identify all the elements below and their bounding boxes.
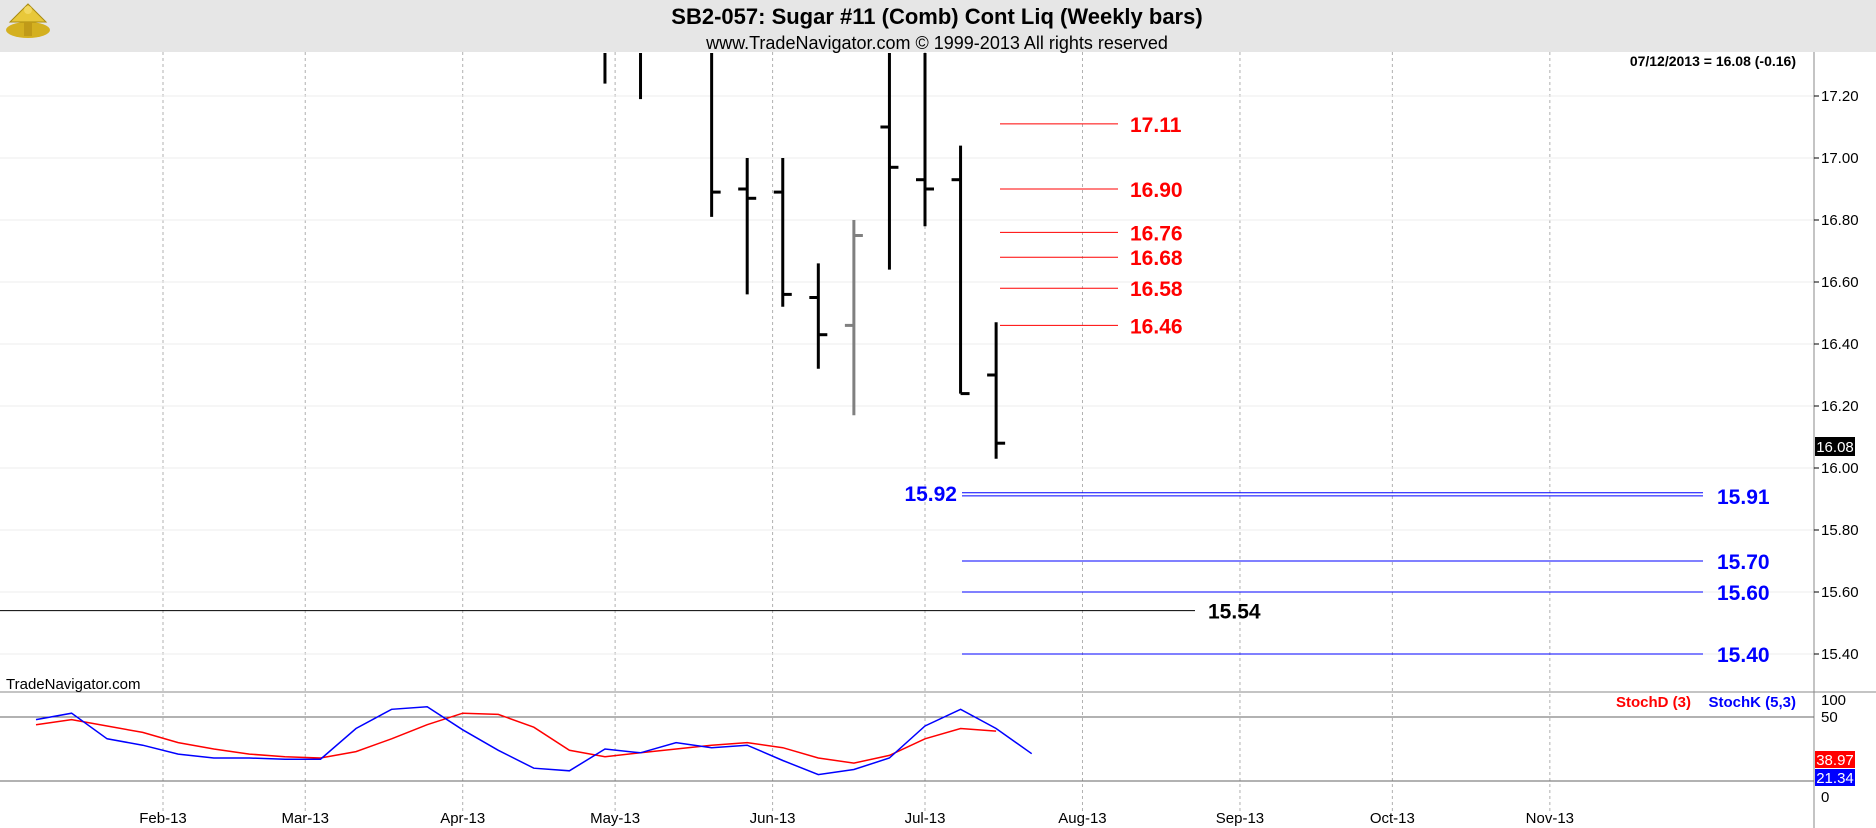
watermark: TradeNavigator.com: [6, 676, 141, 693]
resistance-level-label: 17.11: [1130, 114, 1182, 137]
stoch-y-tick-label: 0: [1821, 789, 1829, 806]
x-tick-label: Aug-13: [1058, 810, 1106, 827]
y-tick-label: 16.00: [1821, 460, 1859, 477]
y-tick-label: 17.00: [1821, 150, 1859, 167]
price-axis: 17.20 17.00 16.80 16.60 16.40 16.20 16.00 15.80…: [1814, 88, 1859, 806]
price-bar: [809, 263, 828, 369]
resistance-level-label: 16.68: [1130, 247, 1183, 270]
black-level-label: 15.54: [1208, 601, 1261, 624]
support-level-label: 15.70: [1717, 551, 1770, 574]
price-bar: [738, 158, 757, 295]
y-tick-label: 16.20: [1821, 398, 1859, 415]
legend-stoch-k: StochK (5,3): [1708, 694, 1796, 711]
price-bar: [987, 322, 1006, 459]
price-bars: [603, 53, 1006, 459]
y-tick-label: 16.60: [1821, 274, 1859, 291]
x-tick-label: Sep-13: [1216, 810, 1264, 827]
stoch-d-tag-bg: [1815, 751, 1855, 768]
x-tick-label: Jun-13: [750, 810, 796, 827]
stochastic-lines: [35, 706, 1033, 776]
support-level-label: 15.92: [904, 483, 957, 506]
stoch-series-line: [35, 712, 997, 764]
resistance-level-label: 16.76: [1130, 222, 1183, 245]
y-tick-label: 16.80: [1821, 212, 1859, 229]
stoch-d-tag: 38.97: [1816, 752, 1854, 769]
legend-stoch-d: StochD (3): [1616, 694, 1691, 711]
last-readout: 07/12/2013 = 16.08 (-0.16): [1630, 53, 1796, 69]
chart-title: SB2-057: Sugar #11 (Comb) Cont Liq (Week…: [671, 4, 1202, 29]
price-bar: [951, 145, 970, 396]
x-tick-label: Jul-13: [905, 810, 946, 827]
y-tick-label: 15.80: [1821, 522, 1859, 539]
price-bar: [880, 53, 899, 270]
chart-subtitle: www.TradeNavigator.com © 1999-2013 All r…: [705, 33, 1168, 53]
x-tick-label: Apr-13: [440, 810, 485, 827]
stoch-k-tag-bg: [1815, 769, 1855, 786]
support-level-label: 15.91: [1717, 486, 1770, 509]
y-tick-label: 15.60: [1821, 584, 1859, 601]
resistance-level-label: 16.90: [1130, 179, 1183, 202]
y-tick-label: 15.40: [1821, 646, 1859, 663]
header-band: [0, 0, 1876, 52]
support-level-label: 15.60: [1717, 582, 1770, 605]
x-tick-label: Oct-13: [1370, 810, 1415, 827]
x-tick-label: Mar-13: [281, 810, 329, 827]
last-price-tag-bg: [1815, 437, 1855, 456]
resistance-level-label: 16.46: [1130, 315, 1183, 338]
resistance-level-label: 16.58: [1130, 278, 1183, 301]
price-bar: [773, 158, 792, 307]
last-price-tag: 16.08: [1816, 439, 1854, 456]
y-tick-label: 16.40: [1821, 336, 1859, 353]
y-tick-label: 17.20: [1821, 88, 1859, 105]
grid: [0, 52, 1814, 812]
stoch-y-tick-label: 50: [1821, 709, 1838, 726]
x-tick-label: Nov-13: [1526, 810, 1574, 827]
price-bar: [916, 53, 934, 227]
support-level-label: 15.40: [1717, 644, 1770, 667]
x-tick-label: Feb-13: [139, 810, 187, 827]
stoch-y-tick-label: 100: [1821, 692, 1846, 709]
x-tick-label: May-13: [590, 810, 640, 827]
stoch-k-tag: 21.34: [1816, 770, 1854, 787]
price-bar: [844, 220, 863, 416]
x-axis: Feb-13 Mar-13 Apr-13 May-13 Jun-13 Jul-13 Aug-…: [139, 810, 1574, 827]
stoch-series-line: [35, 706, 1033, 776]
logo-icon: [6, 3, 50, 38]
price-bar: [710, 53, 721, 217]
